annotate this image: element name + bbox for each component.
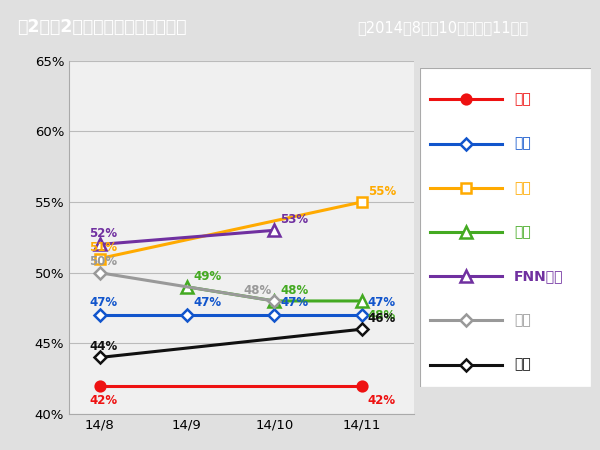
Text: 55%: 55% xyxy=(368,185,396,198)
Text: 47%: 47% xyxy=(368,297,396,310)
Text: 53%: 53% xyxy=(280,213,308,226)
Text: 48%: 48% xyxy=(280,284,308,297)
Text: FNN産経: FNN産経 xyxy=(514,269,563,283)
Text: 47%: 47% xyxy=(280,297,308,310)
Text: 共同: 共同 xyxy=(514,314,531,328)
Text: 49%: 49% xyxy=(193,270,221,283)
Text: 時事: 時事 xyxy=(514,358,531,372)
Text: 44%: 44% xyxy=(89,340,118,353)
Text: 朝日: 朝日 xyxy=(514,92,531,107)
Text: 読売: 読売 xyxy=(514,181,531,195)
Text: 46%: 46% xyxy=(368,312,396,325)
Text: 48%: 48% xyxy=(244,284,272,297)
Text: 47%: 47% xyxy=(89,297,117,310)
Text: 48%: 48% xyxy=(368,309,396,322)
Text: 日経: 日経 xyxy=(514,225,531,239)
Text: 52%: 52% xyxy=(89,227,117,240)
Text: 47%: 47% xyxy=(193,297,221,310)
Text: 毎日: 毎日 xyxy=(514,137,531,151)
Text: 図2　第2次安倍内閣支持率の推移: 図2 第2次安倍内閣支持率の推移 xyxy=(17,18,187,36)
Text: 51%: 51% xyxy=(89,241,117,254)
Text: 50%: 50% xyxy=(89,256,117,269)
Text: （2014年8月、10月または11月）: （2014年8月、10月または11月） xyxy=(357,20,528,35)
Text: 42%: 42% xyxy=(368,394,396,407)
Text: 42%: 42% xyxy=(89,394,117,407)
